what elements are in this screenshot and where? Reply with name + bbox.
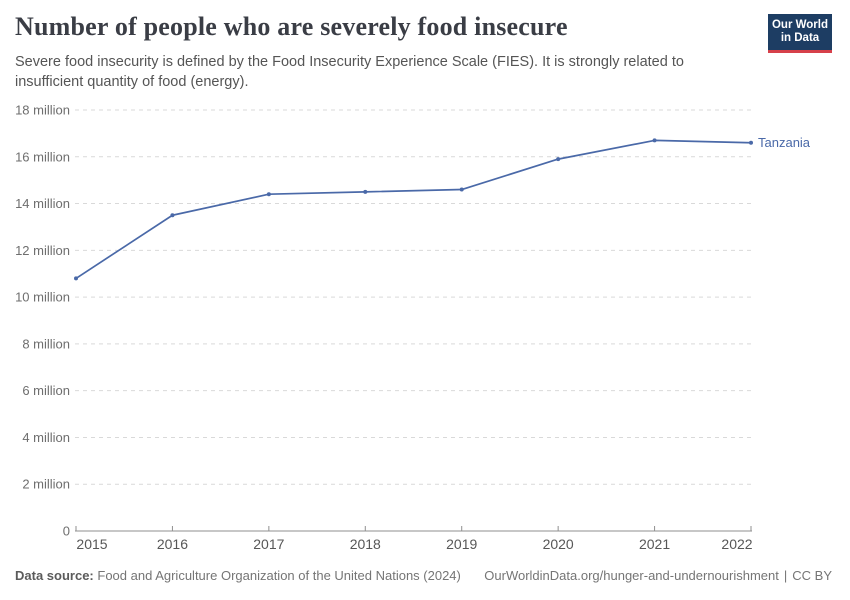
data-line-tanzania	[75, 139, 752, 280]
data-point	[170, 213, 175, 218]
y-axis-tick-label: 16 million	[15, 149, 70, 164]
x-axis-tick-label: 2019	[446, 536, 477, 552]
y-axis-tick-label: 8 million	[22, 336, 70, 351]
footer-right: OurWorldinData.org/hunger-and-undernouri…	[484, 568, 832, 583]
series-label: Tanzania	[758, 135, 811, 150]
data-point	[652, 138, 657, 143]
footer-link[interactable]: OurWorldinData.org/hunger-and-undernouri…	[484, 568, 779, 583]
footer-separator: |	[783, 568, 788, 583]
x-axis-tick-label: 2020	[543, 536, 574, 552]
owid-logo-line2: in Data	[780, 32, 820, 44]
y-axis-tick-label: 6 million	[22, 383, 70, 398]
y-axis-tick-label: 0	[63, 524, 70, 539]
y-axis-tick-label: 10 million	[15, 290, 70, 305]
data-point	[266, 192, 271, 197]
data-point	[749, 140, 753, 145]
y-axis-tick-label: 4 million	[22, 430, 70, 445]
x-axis-tick-label: 2021	[639, 536, 670, 552]
x-axis-tick-label: 2017	[253, 536, 284, 552]
data-source-label: Data source:	[15, 568, 94, 583]
data-point	[459, 187, 464, 192]
x-axis-tick-label: 2018	[350, 536, 381, 552]
data-point	[74, 276, 78, 281]
data-point	[363, 189, 368, 194]
y-axis-tick-label: 14 million	[15, 196, 70, 211]
page-title: Number of people who are severely food i…	[15, 12, 568, 41]
chart-footer: Data source: Food and Agriculture Organi…	[15, 568, 832, 583]
license-badge: CC BY	[792, 568, 832, 583]
x-axis-tick-label: 2016	[157, 536, 188, 552]
y-axis-tick-label: 18 million	[15, 103, 70, 118]
y-axis-tick-label: 2 million	[22, 477, 70, 492]
owid-logo[interactable]: Our World in Data	[768, 14, 832, 53]
chart-subtitle: Severe food insecurity is defined by the…	[15, 54, 684, 90]
data-source-text: Food and Agriculture Organization of the…	[97, 568, 461, 583]
owid-logo-line1: Our World	[771, 19, 828, 31]
x-axis-tick-label: 2022	[721, 536, 752, 552]
y-axis-tick-label: 12 million	[15, 243, 70, 258]
data-source: Data source: Food and Agriculture Organi…	[15, 568, 461, 583]
x-axis-tick-label: 2015	[76, 536, 107, 552]
data-point	[556, 157, 561, 162]
